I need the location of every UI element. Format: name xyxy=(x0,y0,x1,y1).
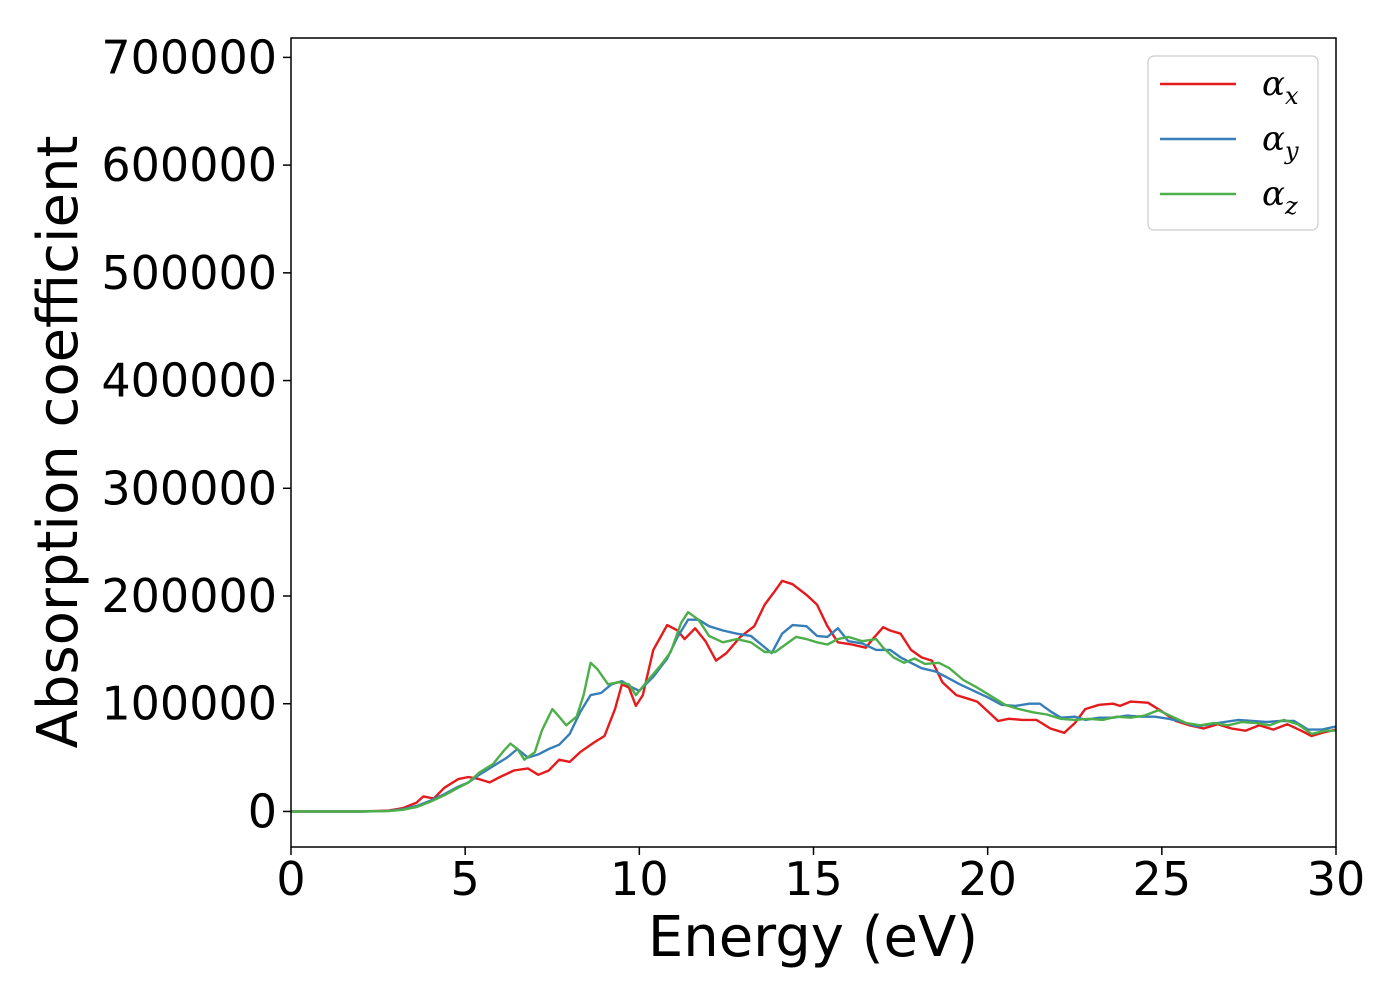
legend-label-z: αz xyxy=(1262,174,1298,220)
y-axis-title: Absorption coefficient xyxy=(26,136,91,749)
legend: αx αy αz xyxy=(1147,55,1319,231)
x-axis-title: Energy (eV) xyxy=(648,905,978,970)
series-line-z xyxy=(291,611,1336,813)
x-tick-label: 10 xyxy=(610,852,669,906)
x-axis-ticks: 0 5 10 15 20 25 30 xyxy=(276,847,1365,906)
y-tick-label: 300000 xyxy=(101,461,277,515)
x-tick-label: 5 xyxy=(451,852,480,906)
legend-label-x: αx xyxy=(1262,64,1299,110)
x-tick-label: 20 xyxy=(958,852,1017,906)
series-line-y xyxy=(291,618,1337,813)
legend-box xyxy=(1147,55,1319,231)
x-tick-label: 0 xyxy=(276,852,305,906)
y-tick-label: 200000 xyxy=(101,569,277,623)
y-tick-label: 500000 xyxy=(101,246,277,300)
y-tick-label: 100000 xyxy=(101,677,277,731)
series-lines xyxy=(291,579,1337,813)
x-tick-label: 30 xyxy=(1307,852,1366,906)
y-tick-label: 600000 xyxy=(101,138,277,192)
y-tick-label: 400000 xyxy=(101,354,277,408)
legend-label-y: αy xyxy=(1262,119,1299,165)
y-tick-label: 0 xyxy=(248,784,277,838)
series-line-x xyxy=(291,579,1337,813)
x-tick-label: 15 xyxy=(784,852,843,906)
y-tick-label: 700000 xyxy=(101,30,277,84)
y-axis-ticks: 0 100000 200000 300000 400000 500000 600000 700… xyxy=(101,30,291,838)
x-tick-label: 25 xyxy=(1133,852,1192,906)
